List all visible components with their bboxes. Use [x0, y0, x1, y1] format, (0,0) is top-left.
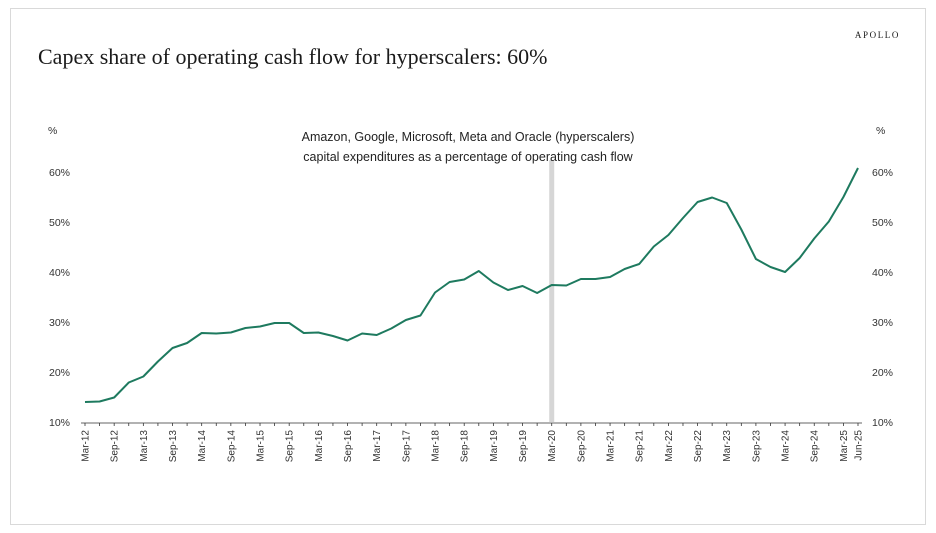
- x-tick-label: Sep-13: [168, 430, 179, 463]
- y-tick-label-right: 20%: [872, 367, 893, 379]
- x-tick-label: Sep-14: [226, 430, 237, 463]
- y-tick-label-right: 40%: [872, 267, 893, 279]
- chart-title: Capex share of operating cash flow for h…: [38, 44, 548, 69]
- chart-annotation: Amazon, Google, Microsoft, Meta and Orac…: [302, 130, 635, 164]
- x-tick-label: Mar-12: [81, 430, 92, 462]
- x-tick-label: Sep-17: [401, 430, 412, 463]
- x-axis: Mar-12 Sep-12 Mar-13 Sep-13 Mar-14 Sep-14 Mar-…: [81, 422, 865, 463]
- annotation-line-2: capital expenditures as a percentage of …: [303, 150, 633, 164]
- x-tick-label: Mar-22: [664, 430, 675, 462]
- y-tick-label-right: 60%: [872, 167, 893, 179]
- x-tick-label: Mar-19: [489, 430, 500, 462]
- x-tick-label: Sep-16: [343, 430, 354, 463]
- x-tick-label: Mar-23: [722, 430, 733, 462]
- x-tick-label: Mar-13: [139, 430, 150, 462]
- x-tick-label: Sep-24: [810, 430, 821, 463]
- y-tick-label-right: 50%: [872, 217, 893, 229]
- left-axis-unit: %: [48, 125, 57, 137]
- x-tick-label: Sep-22: [693, 430, 704, 463]
- series-line: [84, 167, 859, 403]
- x-tick-label: Sep-23: [751, 430, 762, 463]
- x-tick-label: Sep-12: [110, 430, 121, 463]
- y-tick-label-right: 10%: [872, 417, 893, 429]
- y-tick-label-left: 40%: [49, 267, 70, 279]
- right-axis-unit: %: [876, 125, 885, 137]
- x-tick-label: Jun-25: [854, 430, 865, 461]
- x-tick-label: Mar-25: [839, 430, 850, 462]
- y-tick-label-right: 30%: [872, 317, 893, 329]
- x-tick-label: Sep-21: [635, 430, 646, 463]
- y-tick-label-left: 20%: [49, 367, 70, 379]
- x-tick-label: Mar-20: [547, 430, 558, 462]
- x-tick-label: Mar-17: [372, 430, 383, 462]
- x-tick-label: Sep-20: [576, 430, 587, 463]
- x-tick-label: Mar-21: [606, 430, 617, 462]
- x-tick-label: Sep-18: [460, 430, 471, 463]
- y-tick-label-left: 60%: [49, 167, 70, 179]
- x-tick-label: Mar-14: [197, 430, 208, 462]
- y-tick-label-left: 50%: [49, 217, 70, 229]
- left-y-axis: 10% 20% 30% 40% 50% 60%: [49, 167, 70, 429]
- y-tick-label-left: 10%: [49, 417, 70, 429]
- y-tick-label-left: 30%: [49, 317, 70, 329]
- chart-frame: [10, 8, 926, 525]
- x-tick-label: Mar-18: [431, 430, 442, 462]
- brand-logo: APOLLO: [854, 30, 900, 40]
- x-tick-label: Sep-19: [518, 430, 529, 463]
- x-tick-label: Sep-15: [285, 430, 296, 463]
- x-tick-label: Mar-15: [256, 430, 267, 462]
- right-y-axis: 10% 20% 30% 40% 50% 60%: [872, 167, 893, 429]
- x-tick-label: Mar-24: [781, 430, 792, 462]
- annotation-line-1: Amazon, Google, Microsoft, Meta and Orac…: [302, 130, 635, 144]
- x-tick-label: Mar-16: [314, 430, 325, 462]
- highlight-band: [549, 160, 555, 422]
